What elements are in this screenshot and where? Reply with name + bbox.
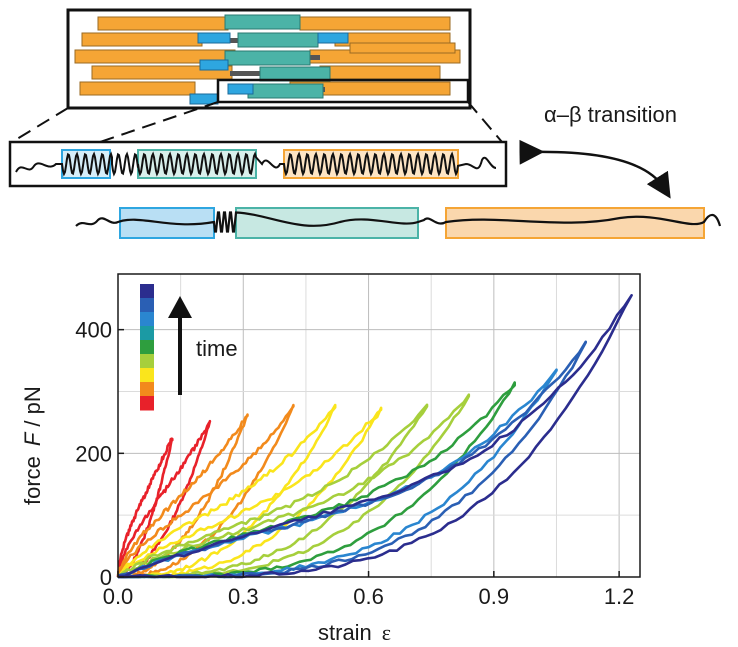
color-bar-segment	[140, 368, 154, 383]
time-arrow-head	[168, 296, 192, 318]
x-tick-label: 0.6	[353, 584, 384, 609]
y-axis-label-unit: / pN	[20, 386, 45, 426]
alpha-chain	[15, 151, 497, 177]
beta-stretched-molecule	[75, 207, 722, 239]
teal-helix-bars	[224, 14, 331, 99]
plot-frame	[117, 273, 641, 578]
force-strain-loop	[116, 406, 383, 579]
color-bar-segment	[140, 298, 154, 313]
axis-ticks: 0.0 0.3 0.6 0.9 1.2 0 200 400	[75, 318, 634, 609]
color-bar-segment	[140, 382, 154, 397]
color-bar-segment	[140, 326, 154, 341]
series-layer	[116, 294, 633, 579]
force-strain-chart: 0.0 0.3 0.6 0.9 1.2 0 200 400 time strain ε forc…	[20, 273, 641, 645]
x-axis-label-text: strain	[318, 620, 372, 645]
x-tick-label: 0.9	[479, 584, 510, 609]
y-axis-label: force F / pN	[20, 386, 45, 505]
x-tick-label: 0.3	[228, 584, 259, 609]
zoom-highlight-box	[216, 78, 470, 104]
fibril-schematic	[11, 8, 503, 143]
color-bar-segment	[140, 354, 154, 369]
color-bar-segment	[140, 312, 154, 327]
x-tick-label: 0.0	[103, 584, 134, 609]
alpha-helix-molecule	[8, 140, 508, 188]
x-axis-label: strain ε	[318, 620, 391, 645]
zoom-line-left	[11, 107, 69, 143]
y-tick-label: 400	[75, 318, 112, 343]
color-bar-segment	[140, 284, 154, 299]
y-tick-label: 200	[75, 441, 112, 466]
transition-annotation: α–β transition	[519, 102, 677, 199]
zoom-line-right	[467, 101, 503, 143]
transition-label: α–β transition	[544, 102, 677, 127]
time-label: time	[196, 336, 238, 361]
color-bar-segment	[140, 340, 154, 355]
force-strain-loop	[116, 437, 174, 579]
grid	[117, 274, 640, 578]
force-strain-loop	[116, 403, 295, 579]
y-axis-label-text: force	[20, 456, 45, 505]
transition-arrow	[519, 139, 671, 199]
force-strain-loop	[117, 403, 429, 579]
y-axis-label-symbol: F	[20, 431, 45, 446]
x-axis-label-symbol: ε	[382, 620, 391, 645]
x-tick-label: 1.2	[604, 584, 635, 609]
force-strain-loop	[117, 403, 337, 579]
time-color-bar	[140, 284, 154, 411]
color-bar-segment	[140, 396, 154, 411]
beta-chain	[75, 211, 722, 233]
force-strain-loop	[117, 294, 633, 579]
y-tick-label: 0	[100, 565, 112, 590]
